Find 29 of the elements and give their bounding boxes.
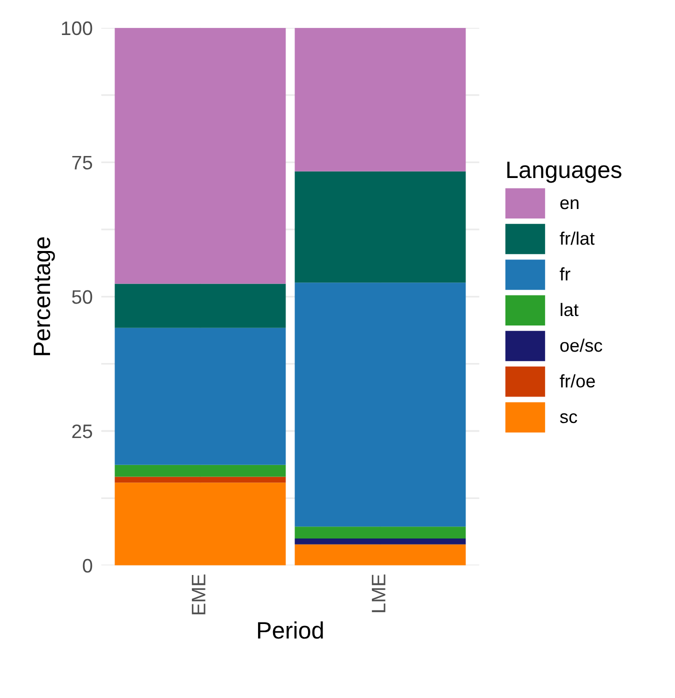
- bar: [114, 482, 286, 566]
- bar: [114, 464, 286, 477]
- bar: [114, 28, 286, 284]
- x-tick-label: LME: [372, 574, 386, 612]
- y-axis-title: Percentage: [34, 237, 55, 356]
- x-axis-title: Period: [258, 621, 323, 639]
- x-tick-label: EME: [192, 574, 206, 614]
- bar: [294, 282, 466, 527]
- bar: [294, 544, 466, 566]
- y-tick-label: 75: [72, 156, 92, 170]
- bar: [294, 171, 466, 283]
- bar: [114, 476, 286, 483]
- bar: [114, 284, 286, 328]
- legend-label: sc: [560, 413, 578, 424]
- bar: [294, 28, 466, 172]
- y-tick-label: 0: [82, 558, 92, 573]
- bar: [294, 526, 466, 539]
- y-tick-label: 50: [72, 290, 92, 304]
- bar: [114, 328, 286, 465]
- legend-label: oe/sc: [560, 338, 602, 352]
- bar: [294, 538, 466, 544]
- legend-label: fr/oe: [560, 374, 595, 388]
- legend-label: fr: [560, 267, 570, 280]
- legend-title: Languages: [507, 162, 622, 183]
- legend-label: fr/lat: [560, 232, 595, 245]
- legend-label: lat: [560, 302, 578, 316]
- y-tick-label: 25: [72, 424, 92, 438]
- legend-label: en: [560, 199, 578, 210]
- y-tick-label: 100: [62, 21, 92, 36]
